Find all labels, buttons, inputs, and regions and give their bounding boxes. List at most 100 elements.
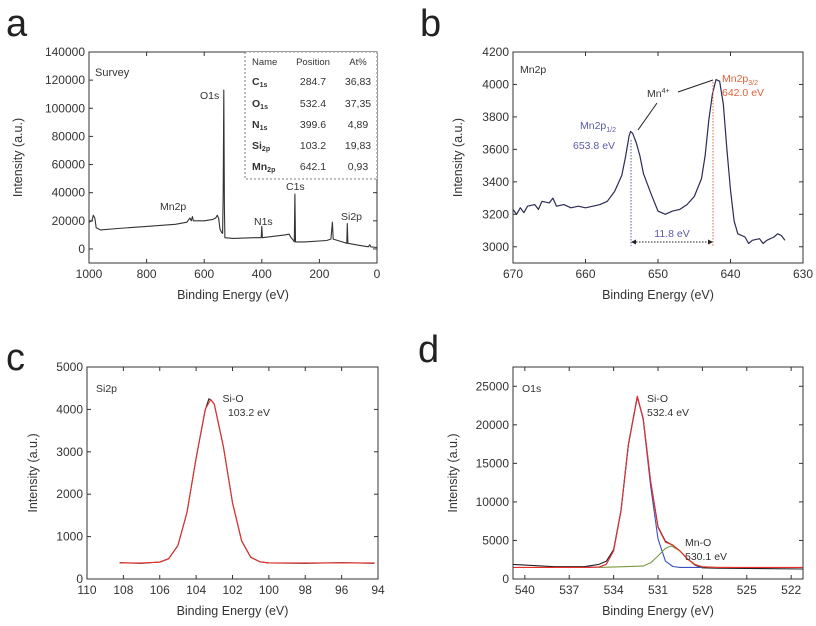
y-tick-label: 4200 — [482, 45, 509, 59]
y-axis-title: Intensity (a.u.) — [11, 118, 25, 197]
panel-b-title: Mn2p — [520, 64, 546, 76]
splitting-label: 11.8 eV — [654, 228, 689, 240]
mn2p32-label: Mn2p3/2 — [722, 73, 758, 87]
x-axis-title: Binding Energy (eV) — [602, 288, 714, 302]
element-position: 642.1 — [300, 161, 326, 173]
x-tick-label: 650 — [648, 267, 668, 281]
y-tick-label: 40000 — [52, 186, 86, 200]
table-row: N1s 399.6 4,89 — [252, 119, 368, 132]
panel-c-title: Si2p — [96, 383, 117, 395]
x-tick-label: 106 — [150, 583, 170, 597]
element-position: 532.4 — [300, 98, 326, 110]
element-name: O1s — [252, 98, 268, 111]
mn-o-energy: 530.1 eV — [685, 551, 727, 563]
mn4-leader-left — [637, 102, 658, 131]
element-at-percent: 36,83 — [345, 76, 371, 88]
x-tick-label: 670 — [503, 267, 523, 281]
panel-label-a: a — [6, 3, 28, 45]
x-tick-label: 537 — [559, 583, 579, 597]
y-tick-label: 10000 — [476, 495, 510, 509]
series-line-3 — [513, 395, 803, 568]
x-tick-label: 100 — [259, 583, 279, 597]
x-tick-label: 110 — [77, 583, 96, 597]
panel-label-c: c — [6, 337, 25, 379]
y-tick-label: 4000 — [482, 77, 509, 91]
mn4-leader-right — [677, 79, 714, 93]
y-tick-label: 4000 — [56, 402, 83, 416]
x-tick-label: 630 — [793, 267, 813, 281]
x-axis-title: Binding Energy (eV) — [602, 604, 714, 618]
peak-label-o1s: O1s — [200, 90, 219, 102]
element-at-percent: 37,35 — [345, 98, 371, 110]
y-tick-label: 0 — [78, 242, 85, 256]
y-tick-label: 3600 — [482, 142, 509, 156]
y-tick-label: 2000 — [56, 487, 83, 501]
mn2p32-energy: 642.0 eV — [722, 87, 764, 99]
panel-a-title: Survey — [95, 67, 130, 79]
x-tick-label: 534 — [604, 583, 624, 597]
y-tick-label: 0 — [76, 572, 83, 586]
element-at-percent: 19,83 — [345, 140, 371, 152]
x-tick-label: 200 — [309, 267, 329, 281]
x-tick-label: 600 — [194, 267, 214, 281]
panel-b-annotations: Mn2p Mn4+ Mn2p3/2 642.0 eV Mn2p1/2 653.8… — [520, 64, 764, 246]
panel-label-d: d — [418, 329, 439, 371]
panel-b-plot: 670 660 650 640 630 3000 3200 3400 3600 3800 4000 4… — [451, 45, 813, 302]
panel-a-annotations: Survey O1s Mn2p N1s C1s Si2p — [95, 67, 362, 228]
x-tick-label: 0 — [374, 267, 381, 281]
y-tick-label: 3000 — [56, 445, 83, 459]
y-axis-title: Intensity (a.u.) — [446, 433, 460, 512]
series-line-1 — [119, 399, 375, 564]
table-row: O1s 532.4 37,35 — [252, 98, 371, 111]
series-line-0 — [513, 396, 803, 570]
table-header-name: Name — [252, 57, 277, 68]
y-tick-label: 1000 — [56, 530, 83, 544]
table-row: Mn2p 642.1 0,93 — [252, 161, 368, 174]
mn2p12-label: Mn2p1/2 — [580, 120, 616, 134]
x-tick-label: 1000 — [76, 267, 103, 281]
element-name: Mn2p — [252, 161, 275, 174]
series-line-0 — [89, 89, 377, 249]
y-tick-label: 0 — [502, 572, 509, 586]
x-tick-label: 96 — [335, 583, 349, 597]
y-tick-label: 120000 — [45, 73, 85, 87]
x-tick-label: 104 — [186, 583, 206, 597]
element-at-percent: 0,93 — [348, 161, 369, 173]
si-o-energy: 103.2 eV — [228, 407, 270, 419]
panel-d-title: O1s — [522, 383, 541, 395]
x-tick-label: 640 — [720, 267, 740, 281]
panel-d-annotations: O1s Si-O 532.4 eV Mn-O 530.1 eV — [522, 383, 727, 563]
panel-c-plot: 110 108 106 104 102 100 98 96 94 0 1000 2000 3000 400… — [26, 360, 385, 618]
x-tick-label: 98 — [299, 583, 313, 597]
series-line-0 — [513, 79, 786, 245]
mn2p12-energy: 653.8 eV — [573, 140, 615, 152]
x-tick-label: 94 — [371, 583, 385, 597]
table-row: C1s 284.7 36,83 — [252, 76, 371, 89]
element-name: Si2p — [252, 140, 270, 153]
peak-label-c1s: C1s — [286, 181, 305, 193]
x-tick-label: 528 — [692, 583, 712, 597]
si-o-label-d: Si-O — [647, 393, 668, 405]
element-name: C1s — [252, 76, 267, 89]
table-header-at: At% — [349, 57, 367, 68]
y-tick-label: 3400 — [482, 175, 509, 189]
y-tick-label: 5000 — [56, 360, 83, 374]
y-tick-label: 140000 — [45, 45, 85, 59]
y-tick-label: 25000 — [476, 379, 510, 393]
y-tick-label: 15000 — [476, 456, 510, 470]
panel-c-annotations: Si2p Si-O 103.2 eV — [96, 383, 270, 419]
y-axis-title: Intensity (a.u.) — [26, 433, 40, 512]
x-axis-title: Binding Energy (eV) — [177, 288, 289, 302]
mn-o-label: Mn-O — [685, 537, 711, 549]
x-tick-label: 660 — [575, 267, 595, 281]
y-tick-label: 3000 — [482, 240, 509, 254]
si-o-label: Si-O — [223, 393, 244, 405]
element-at-percent: 4,89 — [348, 119, 369, 131]
element-position: 103.2 — [300, 140, 326, 152]
peak-label-mn2p: Mn2p — [160, 201, 186, 213]
x-tick-label: 108 — [113, 583, 133, 597]
y-tick-label: 3800 — [482, 110, 509, 124]
peak-label-si2p: Si2p — [341, 211, 362, 223]
composition-table: Name Position At% C1s 284.7 36,83 O1s 532.4 3… — [244, 51, 378, 180]
